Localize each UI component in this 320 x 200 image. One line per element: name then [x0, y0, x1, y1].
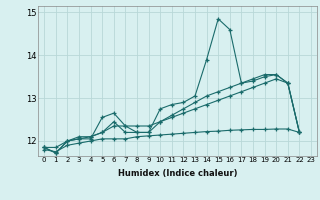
- X-axis label: Humidex (Indice chaleur): Humidex (Indice chaleur): [118, 169, 237, 178]
